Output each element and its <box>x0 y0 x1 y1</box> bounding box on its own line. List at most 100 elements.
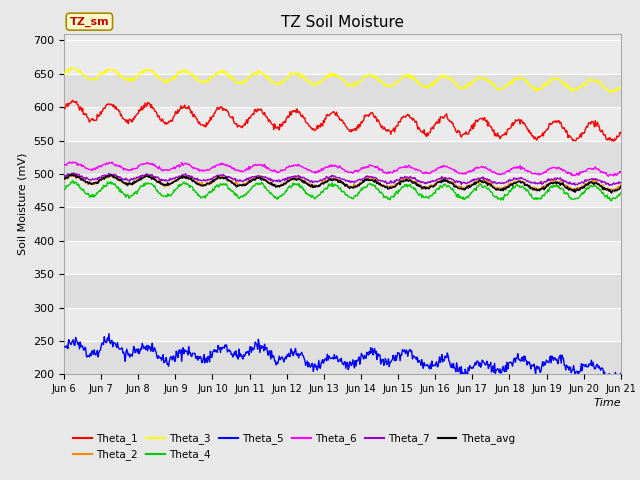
Line: Theta_5: Theta_5 <box>64 334 621 380</box>
Theta_3 <box>605 90 613 96</box>
Theta_4 <box>411 185 419 191</box>
Theta_7 <box>60 174 68 180</box>
Line: Theta_3: Theta_3 <box>64 67 621 93</box>
Bar <box>64 107 621 141</box>
Text: Time: Time <box>593 398 621 408</box>
Theta_7 <box>128 176 136 181</box>
Theta_2 <box>611 189 618 195</box>
Bar <box>64 174 621 207</box>
Theta_4 <box>185 182 193 188</box>
Theta_3 <box>185 70 193 75</box>
Theta_avg <box>214 173 222 179</box>
Theta_1 <box>68 97 76 103</box>
Theta_7 <box>185 173 193 179</box>
Line: Theta_7: Theta_7 <box>64 173 621 185</box>
Theta_5 <box>428 366 435 372</box>
Theta_6 <box>411 166 419 172</box>
Line: Theta_6: Theta_6 <box>64 162 621 176</box>
Theta_avg <box>71 173 79 179</box>
Theta_7 <box>428 178 435 184</box>
Line: Theta_avg: Theta_avg <box>64 174 621 193</box>
Theta_4 <box>128 192 136 198</box>
Theta_3 <box>214 71 222 76</box>
Theta_1 <box>214 105 222 110</box>
Theta_6 <box>617 169 625 175</box>
Theta_avg <box>185 176 193 182</box>
Theta_3 <box>60 71 68 76</box>
Line: Theta_1: Theta_1 <box>64 100 621 141</box>
Theta_5 <box>128 353 136 359</box>
Theta_3 <box>411 76 419 82</box>
Theta_7 <box>70 170 78 176</box>
Theta_3 <box>128 79 136 84</box>
Theta_2 <box>214 175 222 181</box>
Theta_6 <box>605 173 612 179</box>
Theta_6 <box>428 169 435 175</box>
Theta_7 <box>411 175 419 180</box>
Theta_3 <box>67 64 74 70</box>
Bar <box>64 241 621 274</box>
Theta_avg <box>607 190 615 196</box>
Theta_1 <box>128 119 136 125</box>
Theta_3 <box>71 66 79 72</box>
Theta_2 <box>617 182 625 188</box>
Legend: Theta_1, Theta_2, Theta_3, Theta_4, Theta_5, Theta_6, Theta_7, Theta_avg: Theta_1, Theta_2, Theta_3, Theta_4, Thet… <box>69 429 519 465</box>
Theta_4 <box>68 178 76 183</box>
Theta_avg <box>428 183 435 189</box>
Theta_avg <box>128 181 136 187</box>
Bar <box>64 74 621 107</box>
Bar <box>64 40 621 74</box>
Y-axis label: Soil Moisture (mV): Soil Moisture (mV) <box>17 153 28 255</box>
Theta_5 <box>411 354 419 360</box>
Theta_avg <box>60 176 68 181</box>
Theta_4 <box>60 187 68 193</box>
Theta_1 <box>610 138 618 144</box>
Theta_1 <box>60 105 68 111</box>
Bar <box>64 274 621 308</box>
Theta_7 <box>214 173 222 179</box>
Theta_4 <box>71 179 79 185</box>
Theta_5 <box>105 331 113 336</box>
Theta_7 <box>71 171 79 177</box>
Theta_6 <box>60 163 68 168</box>
Theta_6 <box>71 159 79 165</box>
Theta_3 <box>428 81 435 86</box>
Theta_2 <box>428 182 435 188</box>
Theta_6 <box>68 159 76 165</box>
Theta_2 <box>411 180 419 185</box>
Theta_2 <box>128 182 136 188</box>
Bar <box>64 341 621 374</box>
Theta_avg <box>411 180 419 185</box>
Theta_4 <box>214 183 222 189</box>
Theta_2 <box>70 174 78 180</box>
Theta_1 <box>185 103 193 109</box>
Theta_5 <box>602 377 609 383</box>
Title: TZ Soil Moisture: TZ Soil Moisture <box>281 15 404 30</box>
Theta_6 <box>185 161 193 167</box>
Bar <box>64 207 621 241</box>
Theta_6 <box>128 167 136 173</box>
Theta_avg <box>68 171 76 177</box>
Theta_7 <box>605 182 613 188</box>
Theta_1 <box>428 125 435 131</box>
Theta_5 <box>185 344 193 349</box>
Theta_6 <box>214 162 222 168</box>
Bar <box>64 308 621 341</box>
Theta_5 <box>70 342 78 348</box>
Theta_2 <box>71 170 79 176</box>
Theta_4 <box>607 198 615 204</box>
Theta_1 <box>617 131 625 136</box>
Theta_2 <box>60 177 68 182</box>
Theta_2 <box>185 176 193 181</box>
Theta_5 <box>60 343 68 349</box>
Theta_1 <box>411 119 419 124</box>
Theta_4 <box>428 192 435 198</box>
Theta_7 <box>617 180 625 186</box>
Bar <box>64 141 621 174</box>
Line: Theta_2: Theta_2 <box>64 173 621 192</box>
Line: Theta_4: Theta_4 <box>64 180 621 201</box>
Text: TZ_sm: TZ_sm <box>70 16 109 27</box>
Theta_4 <box>617 190 625 196</box>
Theta_5 <box>214 343 222 348</box>
Theta_1 <box>71 99 79 105</box>
